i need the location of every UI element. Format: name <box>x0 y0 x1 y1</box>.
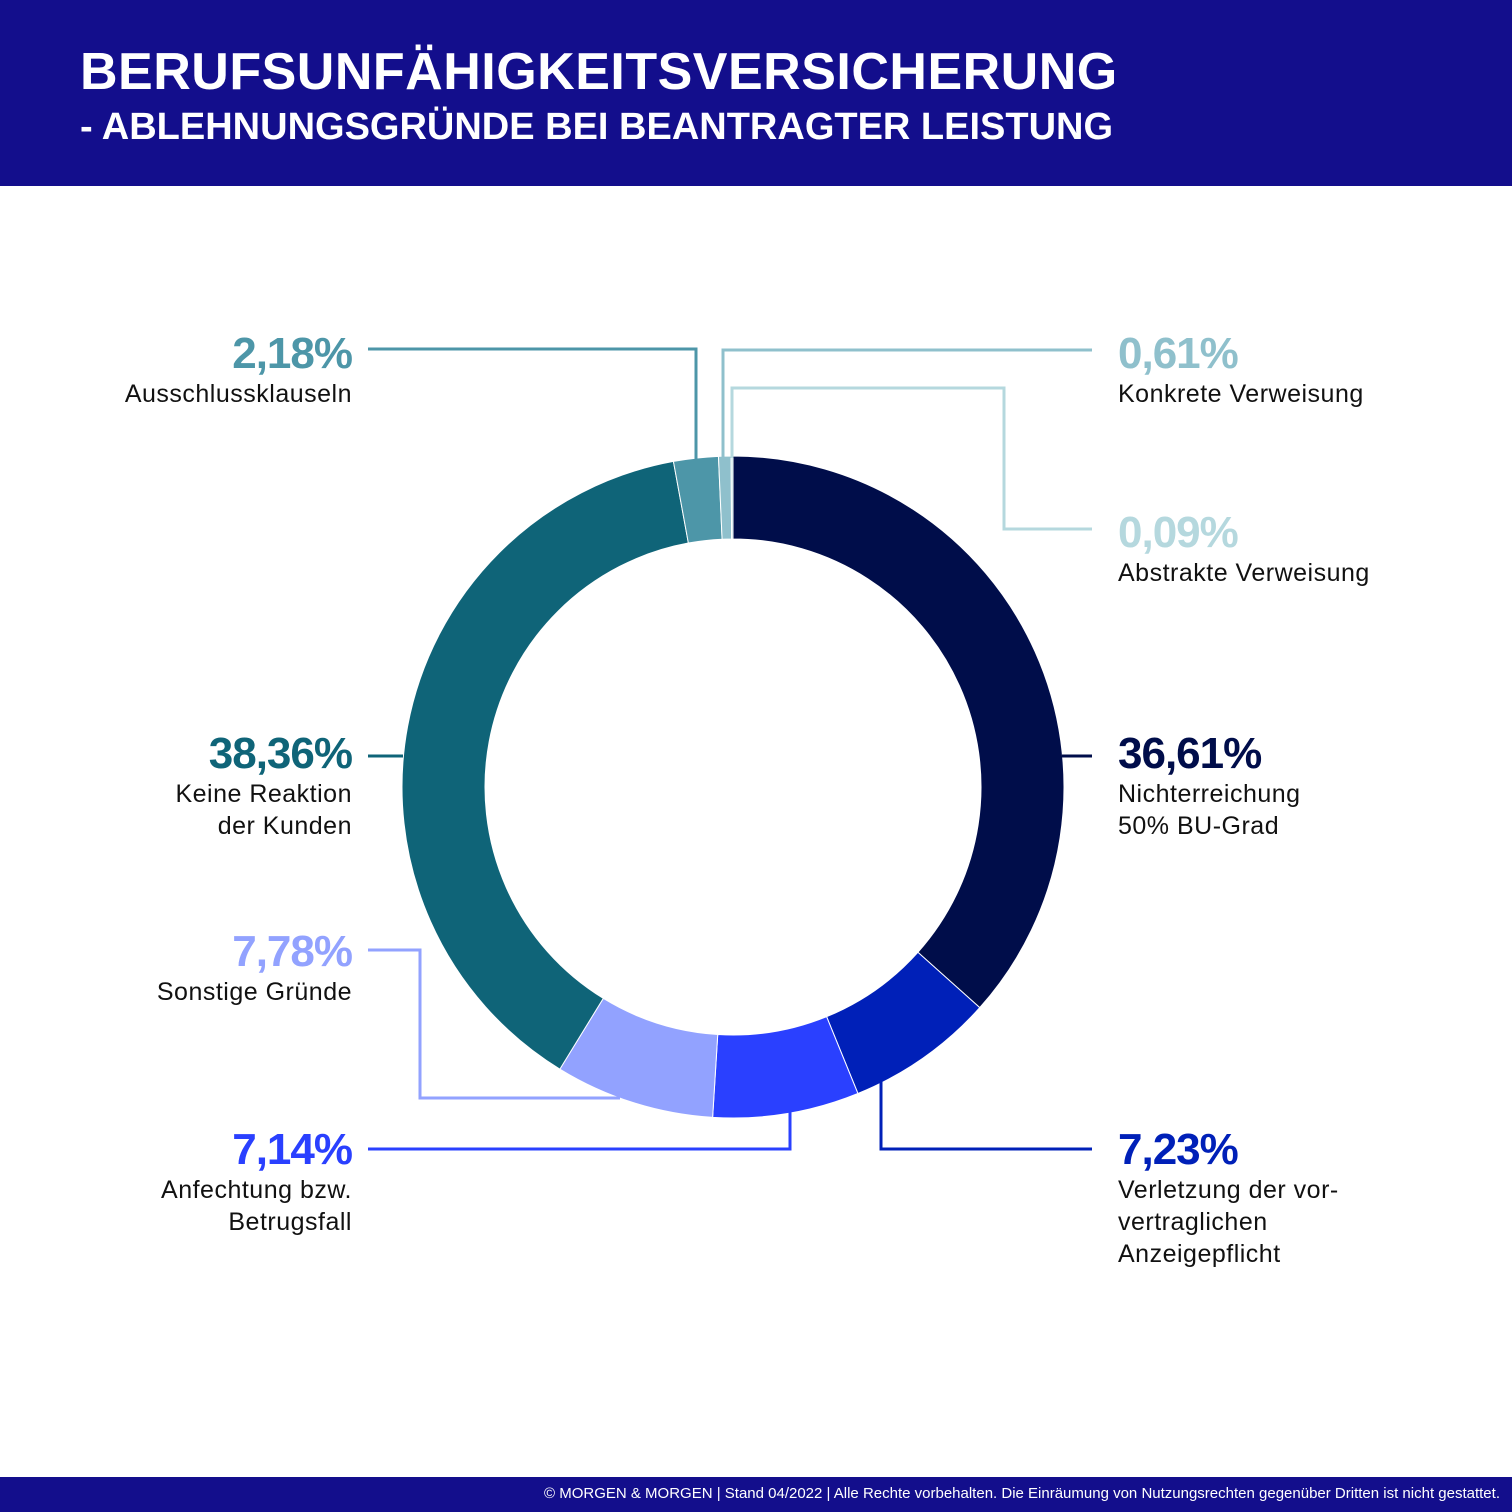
slice-name: 50% BU-Grad <box>1118 812 1280 840</box>
label-verletzung: 7,23% Verletzung der vor- vertraglichen … <box>1118 1126 1448 1270</box>
footer-bar: © MORGEN & MORGEN | Stand 04/2022 | Alle… <box>0 1477 1512 1512</box>
slice-name: Anfechtung bzw. <box>161 1176 352 1204</box>
donut-slice-7 <box>730 455 734 540</box>
leader-line-anfechtung <box>368 1112 792 1151</box>
value-label: 0,09% <box>1118 508 1239 557</box>
slice-name: Sonstige Gründe <box>156 978 352 1006</box>
value-label: 7,23% <box>1118 1125 1239 1174</box>
value-label: 7,78% <box>232 927 353 976</box>
slice-name: der Kunden <box>217 812 352 840</box>
slice-name: Abstrakte Verweisung <box>1118 559 1370 587</box>
chart-title: BERUFSUNFÄHIGKEITSVERSICHERUNG <box>80 43 1118 101</box>
leader-line-verletzung <box>879 1078 1092 1151</box>
label-ausschlussklauseln: 2,18% Ausschlussklauseln <box>22 329 353 410</box>
slice-name: Keine Reaktion <box>175 780 352 808</box>
chart-subtitle: - ABLEHNUNGSGRÜNDE BEI BEANTRAGTER LEIST… <box>80 106 1114 148</box>
slice-name: Anzeigepflicht <box>1118 1240 1281 1268</box>
label-sonstige-gruende: 7,78% Sonstige Gründe <box>22 927 353 1008</box>
label-anfechtung: 7,14% Anfechtung bzw. Betrugsfall <box>22 1125 353 1238</box>
value-label: 36,61% <box>1118 729 1262 778</box>
value-label: 2,18% <box>232 329 353 378</box>
donut-slice-0 <box>732 455 1065 1009</box>
label-konkrete-verweisung: 0,61% Konkrete Verweisung <box>1118 330 1448 410</box>
header-banner: BERUFSUNFÄHIGKEITSVERSICHERUNG - ABLEHNU… <box>0 0 1512 186</box>
leader-line-konkrete <box>721 348 1092 458</box>
slice-name: vertraglichen <box>1118 1208 1268 1236</box>
leader-line-sonstige <box>368 948 620 1100</box>
slice-name: Betrugsfall <box>228 1208 352 1236</box>
label-abstrakte-verweisung: 0,09% Abstrakte Verweisung <box>1118 509 1448 589</box>
donut-slice-4 <box>401 460 689 1070</box>
slice-name: Ausschlussklauseln <box>124 380 352 408</box>
slice-name: Verletzung der vor- <box>1118 1176 1339 1204</box>
slice-name: Nichterreichung <box>1118 780 1301 808</box>
value-label: 0,61% <box>1118 329 1239 378</box>
copyright-notice: © MORGEN & MORGEN | Stand 04/2022 | Alle… <box>543 1485 1500 1502</box>
value-label: 7,14% <box>232 1125 353 1174</box>
slice-name: Konkrete Verweisung <box>1118 380 1364 408</box>
value-label: 38,36% <box>208 729 353 778</box>
leader-line-abstrakte <box>730 386 1092 531</box>
leader-line-ausschluss <box>368 347 698 460</box>
label-nichterreichung: 36,61% Nichterreichung 50% BU-Grad <box>1118 730 1448 842</box>
label-keine-reaktion: 38,36% Keine Reaktion der Kunden <box>22 729 353 842</box>
